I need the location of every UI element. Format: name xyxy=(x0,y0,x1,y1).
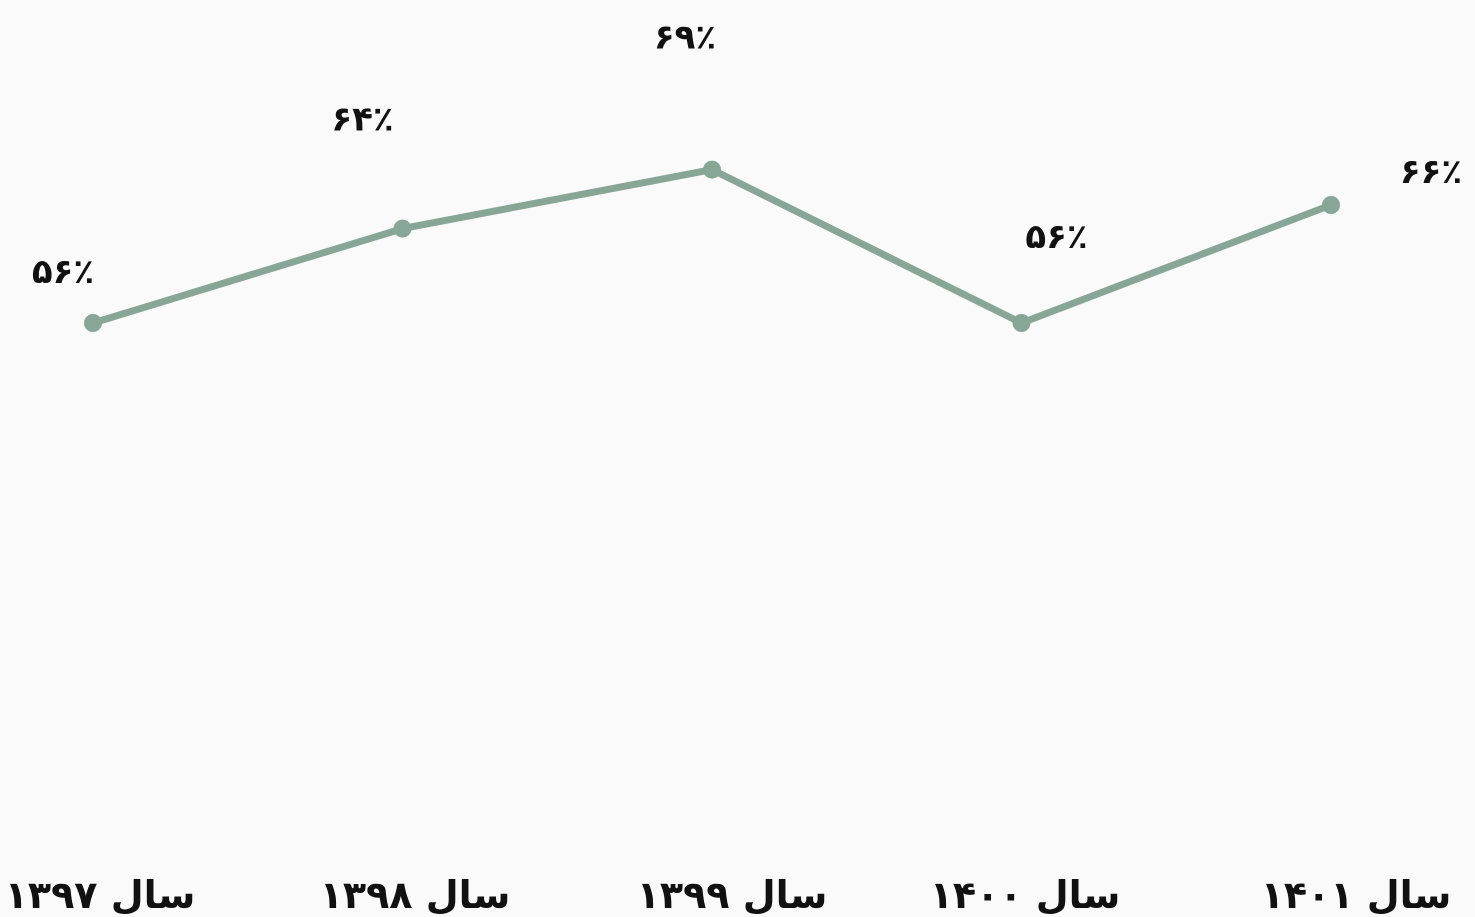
data-label: ۶۴٪ xyxy=(331,100,393,140)
x-tick-label: سال ۱۳۹۸ xyxy=(320,873,511,917)
series-layer xyxy=(89,166,1335,327)
data-point-marker xyxy=(1322,196,1340,214)
series-line xyxy=(89,166,1335,327)
x-tick-label: سال ۱۳۹۹ xyxy=(637,873,828,917)
marker-layer xyxy=(84,160,1340,332)
x-axis: سال ۱۳۹۷ سال ۱۳۹۸ سال ۱۳۹۹ سال ۱۴۰۰ سال ۱۴۰۱ xyxy=(5,873,1452,917)
data-point-marker xyxy=(84,314,102,332)
data-point-marker xyxy=(703,160,721,179)
x-tick-label: سال ۱۳۹۷ xyxy=(5,873,196,917)
data-point-marker xyxy=(393,219,412,238)
data-label: ۵۶٪ xyxy=(32,252,94,292)
data-label: ۶۹٪ xyxy=(654,18,716,58)
data-label: ۶۶٪ xyxy=(1400,152,1462,192)
x-tick-label: سال ۱۴۰۰ xyxy=(930,873,1121,917)
data-label-layer: ۵۶٪ ۶۴٪ ۶۹٪ ۵۶٪ ۶۶٪ xyxy=(32,18,1462,292)
x-tick-label: سال ۱۴۰۱ xyxy=(1261,873,1452,917)
data-label: ۵۶٪ xyxy=(1025,217,1087,257)
data-point-marker xyxy=(1012,314,1031,332)
